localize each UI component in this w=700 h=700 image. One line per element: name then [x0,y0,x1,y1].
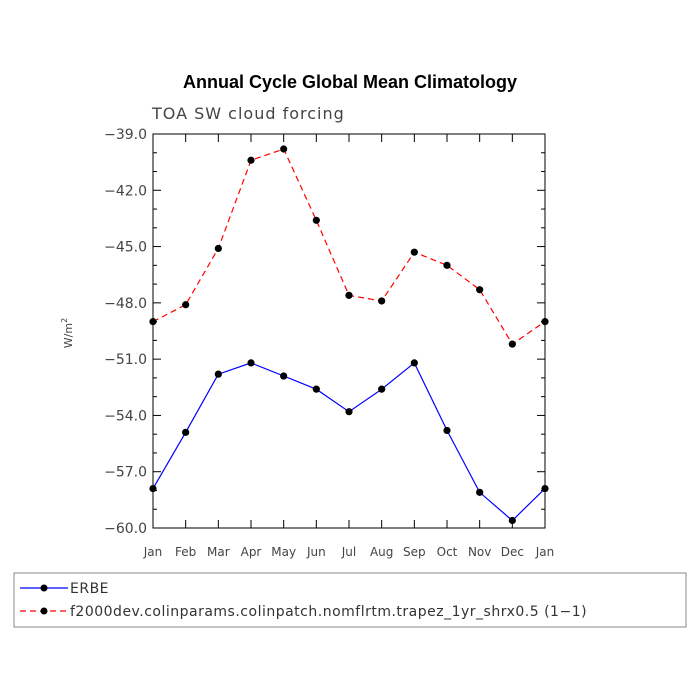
x-tick-label: Mar [207,545,230,559]
svg-text:W/m2: W/m2 [60,318,75,348]
series-0-point [247,359,255,367]
series-0-point [508,516,516,525]
series-1-point [378,297,386,305]
series-1-point [508,340,516,348]
series-1-point [443,261,451,269]
y-tick-label: −60.0 [104,521,147,537]
y-tick-label: −51.0 [104,352,147,368]
legend: ERBE f2000dev.colinparams.colinpatch.nom… [13,572,687,628]
series-line-1 [152,148,546,345]
series-0-point [182,428,190,436]
y-tick-label: −42.0 [104,183,147,199]
x-tick-label: Jul [341,545,356,559]
x-tick-label: Jan [535,545,555,559]
legend-marker-erbe [40,584,48,592]
x-tick-label: May [271,545,296,559]
series-0-point [345,408,353,416]
x-tick-label: Nov [468,545,491,559]
series-0-point [312,385,320,393]
series-0-point [214,370,222,378]
x-tick-label: Sep [403,545,426,559]
chart-subtitle: TOA SW cloud forcing [151,104,345,123]
x-tick-label: Apr [241,545,262,559]
series-0-point [149,485,157,493]
series-0-point [378,385,386,393]
x-tick-label: Jun [306,545,326,559]
y-tick-label: −48.0 [104,296,147,312]
series-1-point [410,248,418,256]
plot-area: −39.0 −42.0 −45.0 −48.0 −51.0 −54.0 −57.0 −60.0… [104,127,554,559]
series-1-point [214,244,222,253]
y-axis-label-superscript: 2 [60,318,69,323]
series-0-point [280,372,288,380]
legend-marker-model [40,607,48,615]
y-tick-label: −54.0 [104,408,147,424]
series-1-point [476,286,484,294]
series-0-point [541,485,549,493]
legend-label-erbe: ERBE [70,581,109,597]
legend-label-model: f2000dev.colinparams.colinpatch.nomflrtm… [70,604,587,620]
x-tick-label: Aug [370,545,393,559]
x-tick-label: Oct [437,545,458,559]
y-axis-label-text: W/m [62,323,75,348]
chart-title: Annual Cycle Global Mean Climatology [183,72,517,92]
series-1-point [182,301,190,309]
series-1-point [247,156,255,164]
series-line-0 [152,361,546,522]
series-1-point [149,318,157,326]
series-0-point [443,426,451,435]
plot-frame [152,133,546,529]
x-tick-label: Dec [501,545,524,559]
series-1-point [541,318,549,326]
y-axis-label: W/m2 [60,318,75,348]
series-1-point [345,291,353,299]
y-tick-label: −57.0 [104,465,147,481]
x-tick-label: Feb [175,545,196,559]
y-tick-label: −45.0 [104,240,147,256]
series-0-point [410,359,418,367]
series-1-point [280,145,288,153]
legend-box [13,572,687,628]
series-1-point [312,216,320,224]
x-tick-label: Jan [143,545,163,559]
y-tick-label: −39.0 [104,127,147,143]
series-0-point [476,488,484,496]
